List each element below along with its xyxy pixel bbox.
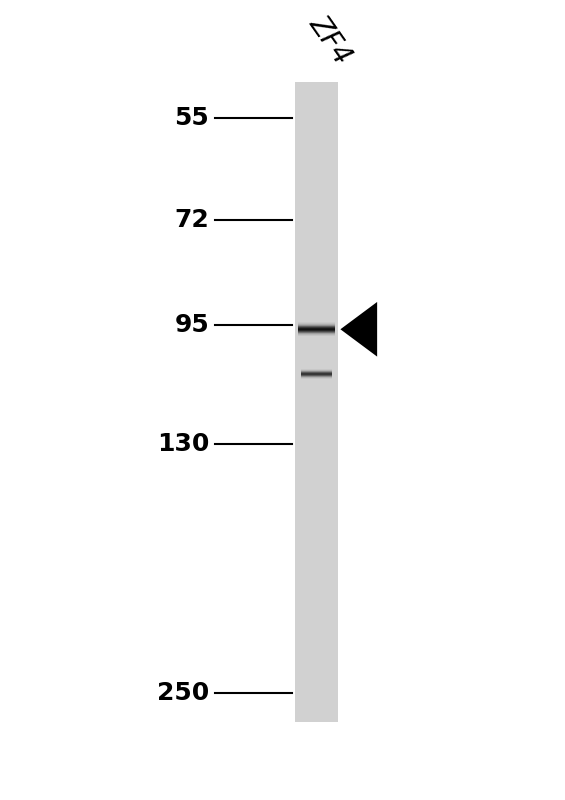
Text: 55: 55	[174, 106, 209, 130]
Text: 95: 95	[174, 314, 209, 338]
Text: 130: 130	[157, 432, 209, 456]
Text: 72: 72	[174, 208, 209, 232]
Text: 250: 250	[157, 681, 209, 705]
Polygon shape	[340, 302, 377, 357]
Text: ZF4: ZF4	[304, 10, 357, 70]
Bar	[295, 82, 337, 722]
